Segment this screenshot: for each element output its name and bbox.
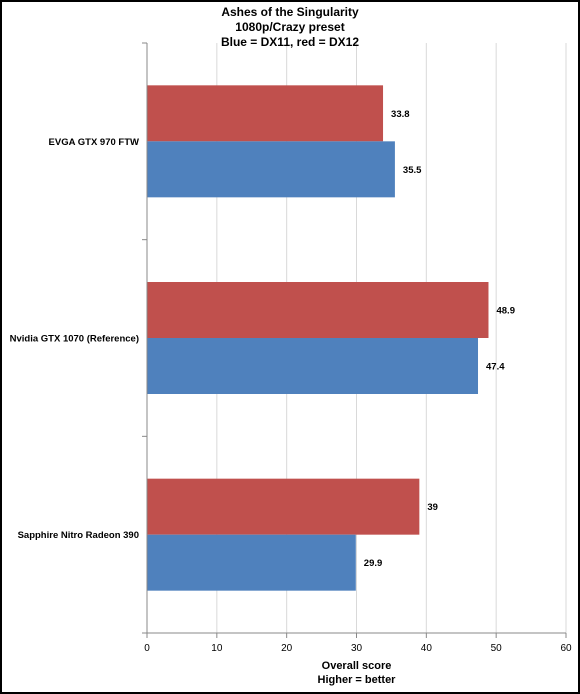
x-tick-label: 10 [211,643,223,654]
x-axis-title-line: Overall score [322,660,392,672]
bar-dx12 [147,85,384,142]
labels-group: EVGA GTX 970 FTW 33.8 35.5 Nvidia GTX 1070 … [10,109,515,569]
data-label-dx12: 33.8 [391,109,410,120]
x-tick-label: 30 [351,643,363,654]
data-label-dx12: 39 [427,502,438,513]
x-axis-title-line: Higher = better [318,674,397,686]
data-label-dx12: 48.9 [496,306,515,317]
data-label-dx11: 29.9 [364,558,383,569]
category-label: Sapphire Nitro Radeon 390 [18,530,139,541]
bar-dx11 [147,338,479,394]
bar-dx11 [147,141,395,198]
data-label-dx11: 47.4 [486,362,505,373]
bar-dx12 [147,478,420,535]
axes-group: 0 10 20 30 40 50 60 [142,42,572,654]
chart-title-line: Ashes of the Singularity [221,5,359,19]
bar-dx11 [147,534,356,591]
category-label: Nvidia GTX 1070 (Reference) [10,334,139,345]
bars-group [147,85,489,591]
category-label: EVGA GTX 970 FTW [49,137,139,148]
x-tick-label: 0 [144,643,150,654]
chart-title-line: 1080p/Crazy preset [235,20,344,34]
data-label-dx11: 35.5 [403,165,422,176]
x-tick-label: 40 [421,643,433,654]
x-tick-label: 60 [560,643,572,654]
chart-title-line: Blue = DX11, red = DX12 [221,35,359,49]
x-tick-label: 20 [281,643,293,654]
x-tick-label: 50 [491,643,503,654]
bar-dx12 [147,282,489,338]
